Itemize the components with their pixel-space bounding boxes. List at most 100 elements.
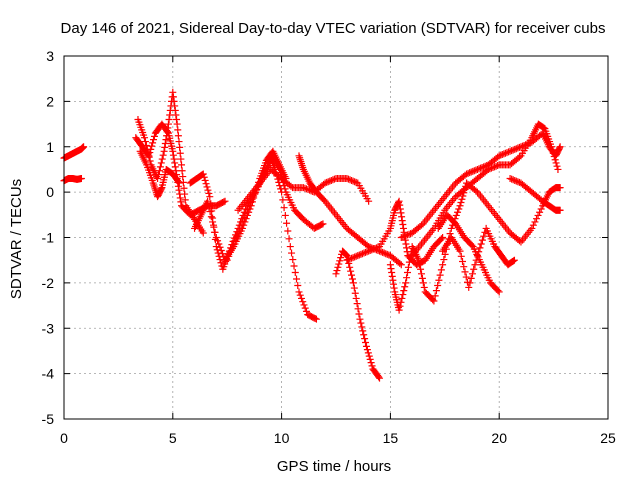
- data-point: [404, 263, 412, 271]
- data-point: [171, 102, 179, 110]
- data-point: [509, 146, 517, 154]
- data-point: [311, 315, 319, 323]
- data-point: [245, 202, 253, 210]
- data-point: [366, 355, 374, 363]
- data-point: [351, 253, 359, 261]
- data-point: [291, 269, 299, 277]
- data-point: [439, 234, 447, 241]
- data-point: [173, 120, 181, 128]
- data-point: [332, 270, 340, 278]
- data-point: [460, 263, 468, 271]
- data-point: [395, 197, 403, 205]
- data-point: [556, 184, 564, 192]
- data-point: [379, 248, 387, 256]
- data-point: [172, 167, 180, 175]
- data-point: [511, 176, 519, 184]
- data-point: [205, 189, 213, 197]
- data-point: [170, 97, 178, 105]
- data-point: [214, 249, 222, 257]
- data-point: [352, 294, 360, 302]
- data-point: [537, 205, 545, 213]
- data-point: [343, 256, 351, 264]
- data-point: [399, 224, 407, 232]
- data-point: [206, 208, 214, 216]
- x-tick-label: 25: [600, 430, 616, 446]
- data-point: [327, 176, 335, 184]
- data-point: [179, 178, 187, 186]
- data-point: [400, 287, 408, 295]
- data-point: [155, 171, 163, 179]
- data-point: [210, 221, 218, 229]
- data-point: [346, 255, 354, 263]
- data-point: [362, 339, 370, 347]
- data-point: [360, 249, 368, 257]
- data-point: [181, 196, 189, 204]
- data-point: [150, 132, 158, 140]
- data-point: [166, 111, 174, 119]
- data-point: [228, 245, 236, 253]
- data-point: [480, 232, 488, 240]
- data-point: [553, 162, 561, 170]
- data-point: [556, 143, 564, 151]
- series-trace-10: [295, 152, 405, 269]
- data-point: [336, 257, 344, 265]
- data-point: [233, 233, 241, 241]
- data-point: [207, 200, 215, 208]
- data-point: [220, 198, 228, 206]
- data-point: [556, 144, 564, 152]
- series-trace-19: [506, 175, 564, 214]
- x-tick-label: 5: [169, 430, 177, 446]
- data-point: [242, 210, 250, 218]
- data-point: [301, 304, 309, 312]
- y-tick-label: 2: [46, 93, 54, 109]
- data-point: [465, 283, 473, 291]
- data-point: [337, 254, 345, 262]
- data-point: [223, 256, 231, 264]
- data-point: [213, 246, 221, 254]
- data-point: [206, 193, 214, 201]
- data-point: [390, 280, 398, 288]
- data-point: [471, 261, 479, 269]
- data-point: [156, 163, 164, 171]
- data-point: [506, 147, 514, 155]
- data-point: [454, 208, 462, 216]
- data-point: [234, 229, 242, 237]
- data-point: [201, 176, 209, 184]
- data-point: [364, 349, 372, 357]
- data-point: [509, 176, 517, 184]
- data-point: [402, 240, 410, 248]
- y-tick-label: 0: [46, 184, 54, 200]
- data-point: [495, 288, 503, 296]
- data-point: [143, 145, 151, 153]
- data-point: [178, 167, 186, 175]
- data-point: [354, 252, 362, 260]
- data-point: [419, 279, 427, 287]
- y-tick-label: -5: [42, 411, 55, 427]
- data-point: [344, 175, 352, 183]
- data-point: [511, 145, 519, 153]
- data-point: [387, 265, 395, 273]
- data-point: [178, 161, 186, 169]
- y-tick-label: 3: [46, 48, 54, 64]
- data-point: [464, 169, 472, 177]
- data-point: [389, 276, 397, 284]
- data-point: [533, 215, 541, 223]
- data-point: [208, 207, 216, 215]
- data-point: [484, 165, 492, 173]
- data-point: [301, 184, 309, 192]
- data-point: [491, 163, 499, 171]
- data-point: [447, 224, 455, 232]
- data-point: [395, 306, 403, 314]
- data-point: [417, 265, 425, 273]
- data-point: [330, 175, 338, 183]
- data-point: [299, 184, 307, 192]
- data-point: [398, 294, 406, 302]
- data-point: [547, 143, 555, 151]
- data-point: [399, 233, 407, 241]
- data-point: [495, 152, 503, 160]
- data-point: [299, 298, 307, 306]
- data-point: [415, 256, 423, 264]
- data-point: [475, 165, 483, 173]
- data-point: [505, 148, 513, 156]
- data-point: [434, 281, 442, 289]
